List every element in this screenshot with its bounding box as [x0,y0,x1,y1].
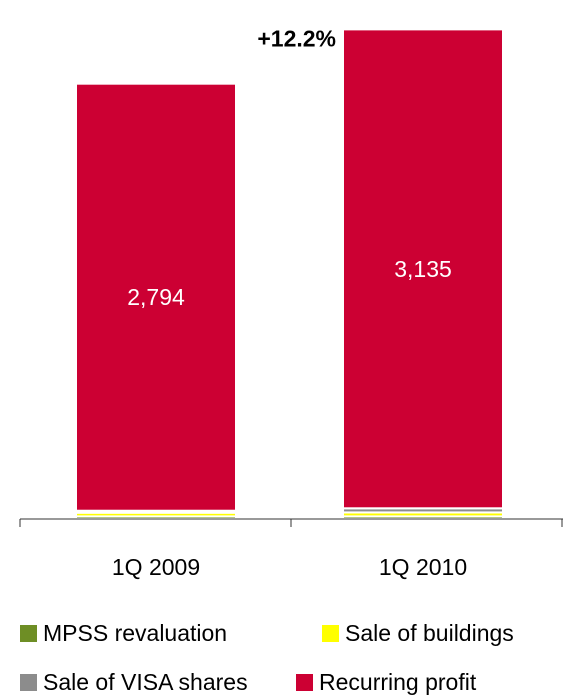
bar-visa-2 [344,509,502,512]
segment-gap [77,511,235,514]
x-tick-label: 1Q 2009 [112,554,200,580]
bar-mpss-2 [344,517,502,518]
bar-recurring-2 [344,30,502,508]
growth-annotation: +12.2% [257,25,336,51]
segment-gap [77,509,235,512]
labels-group: 1Q 2009 2,794 1Q 2010 3,135 +12.2% [112,25,467,580]
segment-gap [344,511,502,514]
segment-gap [77,515,235,518]
segment-gap [344,507,502,510]
bar-recurring-1 [77,84,235,510]
data-label: 3,135 [394,256,452,282]
x-tick-label: 1Q 2010 [379,554,467,580]
bar-buildings-2 [344,513,502,516]
bar-buildings-1 [77,513,235,516]
data-label: 2,794 [127,284,185,310]
bar-mpss-1 [77,517,235,518]
bars-group [77,30,502,518]
x-axis [19,518,563,527]
segment-gap [344,515,502,518]
